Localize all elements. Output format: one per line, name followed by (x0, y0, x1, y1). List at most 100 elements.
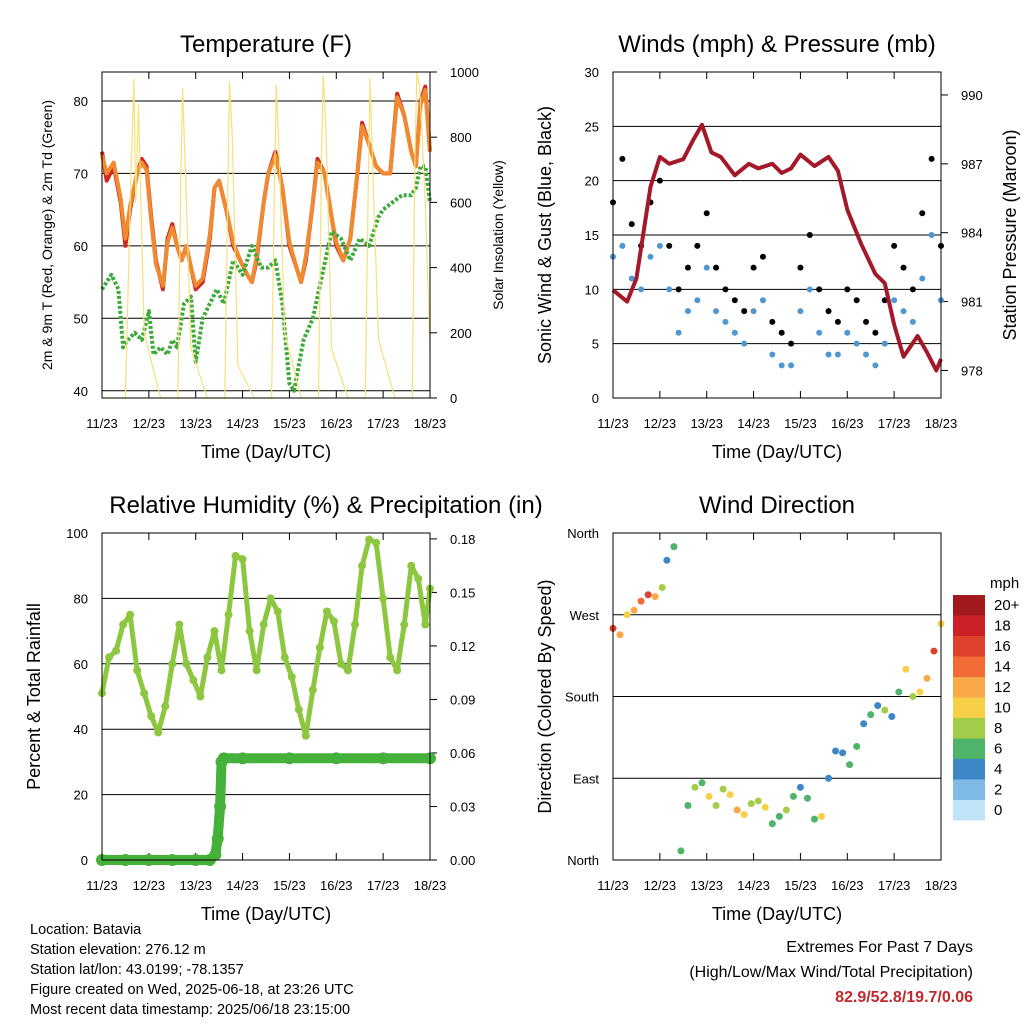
direction-point (846, 761, 854, 769)
plot-frame (612, 532, 942, 861)
y-tick-label: 15 (585, 228, 599, 243)
direction-point (775, 812, 783, 820)
sonic-wind-point (919, 275, 926, 282)
y-tick-label: 30 (585, 65, 599, 80)
x-tick-label: 16/23 (831, 878, 864, 893)
legend-swatch (953, 615, 985, 636)
y-axis-label: Percent & Total Rainfall (24, 603, 44, 790)
legend-label: 10 (994, 700, 1011, 717)
gust-point (806, 232, 813, 238)
x-tick-label: 18/23 (414, 878, 447, 893)
gust-point (825, 308, 832, 315)
x-tick-label: 16/23 (320, 878, 353, 893)
gust-point (750, 264, 757, 271)
direction-point (637, 597, 645, 605)
sonic-wind-point (928, 232, 935, 238)
chart-title: Winds (mph) & Pressure (mb) (618, 31, 935, 58)
gust-point (713, 264, 720, 271)
legend-swatch (953, 656, 985, 677)
direction-point (651, 593, 659, 601)
legend-label: 20+ (994, 597, 1020, 614)
x-tick-label: 13/23 (179, 878, 212, 893)
x-tick-label: 15/23 (784, 416, 817, 431)
x-tick-label: 15/23 (273, 878, 306, 893)
gust-point (619, 155, 626, 162)
direction-point (796, 783, 804, 791)
y-tick-label: West (570, 608, 600, 623)
gust-point (675, 286, 682, 293)
chart-title: Relative Humidity (%) & Precipitation (i… (109, 492, 542, 519)
x-tick-label: 16/23 (831, 416, 864, 431)
y-tick-label: 0 (592, 391, 599, 406)
legend-swatch (953, 800, 985, 821)
extremes-subtitle: (High/Low/Max Wind/Total Precipitation) (689, 964, 973, 981)
location-text: Location: Batavia (30, 922, 142, 938)
x-tick-label: 12/23 (133, 416, 166, 431)
gust-point (684, 264, 691, 271)
direction-point (684, 802, 692, 809)
plot-frame (101, 71, 431, 399)
direction-point (782, 806, 790, 814)
x-tick-label: 13/23 (690, 878, 723, 893)
sonic-wind-point (863, 351, 870, 358)
y-tick-label: North (567, 526, 599, 541)
y-tick-label: 10 (585, 282, 599, 297)
gust-point (788, 340, 795, 347)
sonic-wind-point (703, 264, 710, 271)
direction-point (909, 693, 917, 700)
sonic-wind-point (872, 362, 879, 369)
x-tick-label: 11/23 (86, 878, 118, 893)
direction-point (923, 674, 931, 682)
y-right-tick-label: 0.03 (450, 799, 475, 814)
sonic-wind-point (759, 297, 766, 304)
y-right-axis-label: Solar Insolation (Yellow) (490, 160, 506, 310)
direction-point (867, 711, 875, 719)
y-right-tick-label: 987 (961, 157, 983, 172)
legend-swatch (953, 779, 985, 800)
direction-point (658, 584, 666, 591)
direction-point (616, 631, 624, 639)
y-axis-label: Direction (Colored By Speed) (535, 579, 555, 813)
y-tick-label: 25 (585, 119, 599, 134)
x-tick-label: 13/23 (179, 416, 212, 431)
legend-label: 8 (994, 720, 1002, 737)
sonic-wind-point (909, 318, 916, 325)
legend-swatch (953, 697, 985, 718)
x-tick-label: 17/23 (367, 878, 400, 893)
y-tick-label: 20 (585, 174, 599, 189)
x-tick-label: 18/23 (925, 878, 958, 893)
x-tick-label: 12/23 (644, 878, 677, 893)
extremes-value: 82.9/52.8/19.7/0.06 (835, 989, 973, 1006)
gust-point (741, 308, 748, 315)
y-right-tick-label: 200 (450, 326, 472, 341)
y-tick-label: 40 (74, 722, 88, 737)
direction-point (895, 688, 903, 696)
sonic-wind-point (731, 329, 738, 336)
direction-point (881, 706, 889, 714)
chart-title: Wind Direction (699, 492, 855, 519)
legend-label: 12 (994, 679, 1011, 696)
sonic-wind-point (806, 286, 813, 293)
direction-point (768, 820, 776, 828)
y-tick-label: 60 (74, 239, 88, 254)
gust-point (853, 297, 860, 304)
direction-point (761, 803, 769, 811)
direction-point (810, 815, 818, 823)
sonic-wind-point (853, 340, 860, 347)
y-tick-label: 80 (74, 591, 88, 606)
x-axis-label: Time (Day/UTC) (201, 442, 331, 462)
y-tick-label: 0 (81, 853, 88, 868)
direction-point (644, 591, 652, 599)
sonic-wind-point (788, 362, 795, 369)
x-tick-label: 11/23 (86, 416, 118, 431)
legend-label: 2 (994, 782, 1002, 799)
sonic-wind-point (675, 329, 682, 336)
sonic-wind-point (825, 351, 832, 358)
plot-frame (612, 71, 942, 399)
gust-point (628, 221, 635, 228)
x-axis-label: Time (Day/UTC) (712, 904, 842, 924)
direction-point (733, 806, 741, 814)
y-tick-label: 100 (66, 526, 88, 541)
direction-point (803, 794, 811, 802)
